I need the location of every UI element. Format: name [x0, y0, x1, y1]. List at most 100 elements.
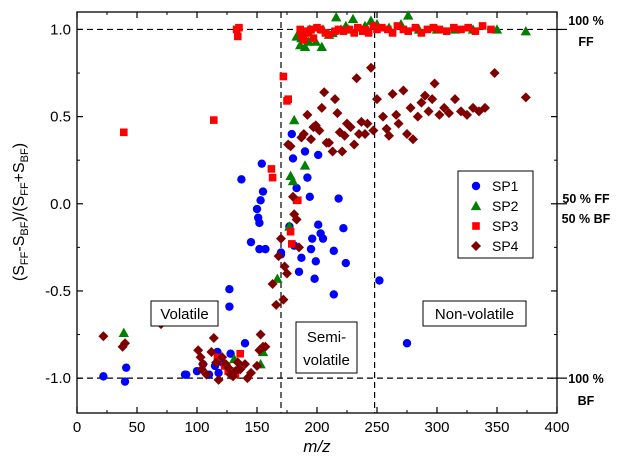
point-sp3	[325, 30, 333, 39]
y-tick-label: 0.5	[50, 109, 71, 126]
point-sp3	[286, 227, 295, 236]
point-sp1	[334, 194, 343, 203]
point-sp3	[442, 27, 451, 35]
point-sp1	[305, 192, 314, 202]
point-sp2	[272, 273, 283, 283]
legend-marker-sp3	[472, 222, 480, 230]
point-sp4	[434, 109, 445, 120]
point-sp3	[309, 34, 318, 42]
point-sp1	[120, 377, 130, 386]
point-sp3	[236, 349, 244, 358]
point-sp4	[423, 106, 434, 117]
point-sp3	[334, 25, 343, 34]
x-tick-label: 200	[304, 419, 329, 436]
point-sp2	[520, 25, 531, 36]
point-sp4	[405, 102, 416, 113]
point-sp4	[285, 141, 296, 152]
point-sp1	[287, 129, 296, 139]
point-sp1	[308, 234, 317, 243]
point-sp1	[292, 183, 301, 193]
point-sp4	[120, 338, 130, 349]
point-sp3	[354, 23, 362, 32]
x-tick-label: 150	[244, 419, 269, 436]
region-nonvolatile-box	[422, 300, 527, 327]
point-sp1	[375, 276, 384, 285]
point-sp4	[368, 125, 379, 136]
series-sp1	[99, 129, 412, 386]
point-sp1	[297, 253, 306, 263]
point-sp4	[450, 94, 460, 105]
point-sp3	[384, 25, 392, 34]
point-sp1	[314, 220, 323, 229]
region-semi-volatile-line1: Semi-	[307, 329, 346, 346]
point-sp4	[314, 125, 325, 136]
point-sp4	[330, 94, 340, 105]
point-sp1	[329, 246, 338, 256]
point-sp2	[347, 13, 359, 24]
region-nonvolatile: Non-volatile	[422, 300, 527, 327]
point-sp1	[402, 339, 412, 348]
point-sp4	[271, 299, 282, 310]
point-sp3	[294, 196, 302, 205]
x-tick-label: 300	[424, 419, 449, 436]
x-tick-label: 250	[364, 419, 389, 436]
point-sp4	[349, 139, 360, 150]
point-sp4	[416, 97, 427, 108]
point-sp4	[260, 341, 271, 352]
point-sp1	[240, 339, 250, 348]
region-nonvolatile-label: Non-volatile	[435, 306, 514, 323]
series-sp4	[98, 62, 531, 385]
point-sp4	[372, 94, 382, 105]
point-sp4	[240, 359, 250, 370]
point-sp3	[339, 27, 348, 35]
point-sp3	[478, 22, 487, 30]
point-sp1	[300, 147, 310, 156]
point-sp1	[257, 159, 266, 168]
point-sp4	[246, 367, 256, 378]
point-sp4	[252, 360, 262, 371]
point-sp4	[429, 78, 440, 89]
point-sp1	[255, 218, 264, 228]
point-sp3	[464, 23, 472, 32]
point-sp4	[339, 130, 350, 141]
point-sp4	[412, 111, 423, 122]
point-sp3	[388, 29, 397, 37]
legend-marker-sp2	[470, 200, 482, 211]
point-sp1	[256, 196, 265, 205]
point-sp4	[208, 333, 219, 344]
point-sp1	[306, 244, 316, 254]
point-sp4	[267, 278, 278, 289]
point-sp4	[282, 268, 292, 279]
point-sp4	[360, 129, 370, 140]
point-sp4	[520, 92, 531, 103]
point-sp3	[307, 25, 315, 34]
point-sp1	[225, 285, 234, 294]
point-sp4	[408, 134, 418, 145]
point-sp4	[480, 102, 490, 113]
point-sp3	[450, 23, 458, 32]
point-sp4	[489, 68, 500, 79]
point-sp1	[311, 257, 320, 266]
point-sp3	[210, 116, 218, 124]
point-sp4	[444, 108, 454, 119]
right-label-100-ff-line2: FF	[578, 35, 594, 49]
point-sp3	[364, 29, 373, 37]
point-sp1	[246, 237, 256, 247]
y-tick-label: -1.0	[45, 370, 71, 387]
point-sp4	[211, 357, 222, 368]
point-sp1	[237, 175, 246, 184]
point-sp3	[378, 23, 386, 32]
point-sp4	[206, 346, 217, 357]
point-sp1	[255, 244, 264, 254]
point-sp3	[235, 23, 243, 32]
legend-label-sp3: SP3	[492, 218, 519, 234]
point-sp2	[118, 327, 129, 337]
point-sp1	[99, 372, 108, 381]
point-sp3	[234, 32, 242, 41]
point-sp4	[345, 122, 356, 133]
point-sp3	[279, 72, 288, 81]
point-sp1	[318, 234, 328, 243]
region-semi-volatile-line2: volatile	[303, 352, 350, 369]
legend-label-sp2: SP2	[492, 198, 519, 214]
